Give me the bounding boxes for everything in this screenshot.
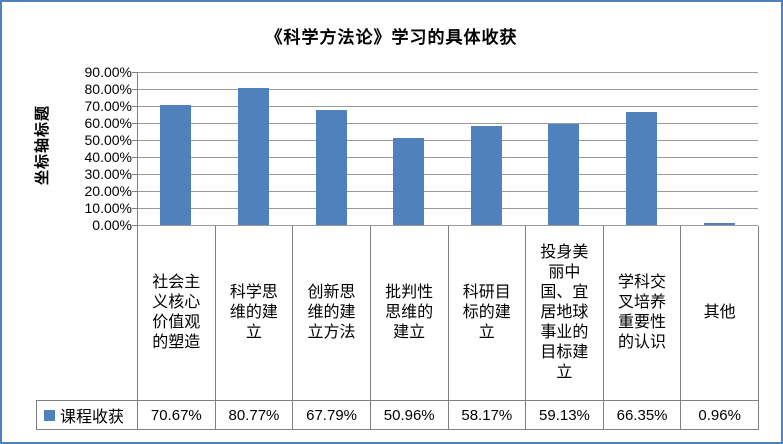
- gridline: [137, 225, 758, 226]
- y-tick-label: 30.00%: [84, 166, 132, 182]
- y-tick-mark: [132, 89, 137, 90]
- gridline: [137, 89, 758, 90]
- gridline: [137, 208, 758, 209]
- y-tick-mark: [132, 140, 137, 141]
- y-tick-label: 20.00%: [84, 183, 132, 199]
- category-cell: 科学思维的建立: [216, 226, 294, 400]
- category-label: 其他: [703, 304, 736, 321]
- value-cell: 59.13%: [526, 401, 604, 429]
- gridline: [137, 123, 758, 124]
- legend-square-icon: [44, 409, 55, 421]
- y-tick-label: 80.00%: [84, 81, 132, 97]
- category-label: 科研目标的建立: [462, 284, 511, 341]
- y-tick-label: 90.00%: [84, 64, 132, 80]
- y-tick-label: 10.00%: [84, 200, 132, 216]
- category-cell: 其他: [681, 226, 759, 400]
- y-tick-mark: [132, 208, 137, 209]
- y-axis-line: [137, 72, 138, 226]
- category-cell: 科研目标的建立: [449, 226, 527, 400]
- category-label: 创新思维的建立方法: [307, 284, 356, 341]
- bar: [160, 105, 191, 225]
- y-tick-mark: [132, 157, 137, 158]
- chart-title: 《科学方法论》学习的具体收获: [265, 28, 518, 47]
- bar: [548, 124, 579, 225]
- gridline: [137, 140, 758, 141]
- y-tick-mark: [132, 174, 137, 175]
- value-cell: 80.77%: [216, 401, 294, 429]
- bar: [471, 126, 502, 225]
- category-label: 投身美丽中国、宜居地球事业的目标建立: [540, 244, 589, 381]
- value-cell: 50.96%: [371, 401, 449, 429]
- category-cell: 创新思维的建立方法: [293, 226, 371, 400]
- category-cell: 投身美丽中国、宜居地球事业的目标建立: [526, 226, 604, 400]
- value-cell: 66.35%: [604, 401, 682, 429]
- gridline: [137, 191, 758, 192]
- data-table-row: 课程收获 70.67% 80.77% 67.79% 50.96% 58.17% 59.13…: [36, 400, 759, 430]
- category-cell: 批判性思维的建立: [371, 226, 449, 400]
- y-tick-label: 50.00%: [84, 132, 132, 148]
- value-cell: 70.67%: [138, 401, 216, 429]
- value-cell: 0.96%: [698, 406, 741, 424]
- category-label: 批判性思维的建立: [385, 284, 434, 341]
- y-tick-mark: [132, 106, 137, 107]
- legend-cell: 课程收获: [37, 401, 138, 429]
- category-label: 科学思维的建立: [229, 284, 278, 341]
- y-tick-mark: [132, 72, 137, 73]
- value-cell: 67.79%: [293, 401, 371, 429]
- value-cell: 58.17%: [449, 401, 527, 429]
- gridline: [137, 174, 758, 175]
- y-tick-label: 70.00%: [84, 98, 132, 114]
- y-tick-mark: [132, 225, 137, 226]
- category-cell: 社会主义核心价值观的塑造: [138, 226, 216, 400]
- bar: [626, 112, 657, 225]
- gridline: [137, 72, 758, 73]
- y-tick-label: 60.00%: [84, 115, 132, 131]
- category-label: 社会主义核心价值观的塑造: [152, 274, 201, 351]
- gridline: [137, 157, 758, 158]
- legend-label: 课程收获: [60, 409, 125, 426]
- y-tick-mark: [132, 123, 137, 124]
- gridline: [137, 106, 758, 107]
- y-tick-mark: [132, 191, 137, 192]
- category-label: 学科交叉培养重要性的认识: [618, 274, 667, 351]
- category-axis-table: 社会主义核心价值观的塑造 科学思维的建立 创新思维的建立方法 批判性思维的建立 科研目标…: [137, 226, 759, 400]
- bar: [393, 138, 424, 225]
- y-tick-label: 40.00%: [84, 149, 132, 165]
- bar: [238, 88, 269, 225]
- y-tick-label: 0.00%: [92, 217, 132, 233]
- bar: [704, 223, 735, 225]
- category-cell: 学科交叉培养重要性的认识: [604, 226, 682, 400]
- bar: [316, 110, 347, 225]
